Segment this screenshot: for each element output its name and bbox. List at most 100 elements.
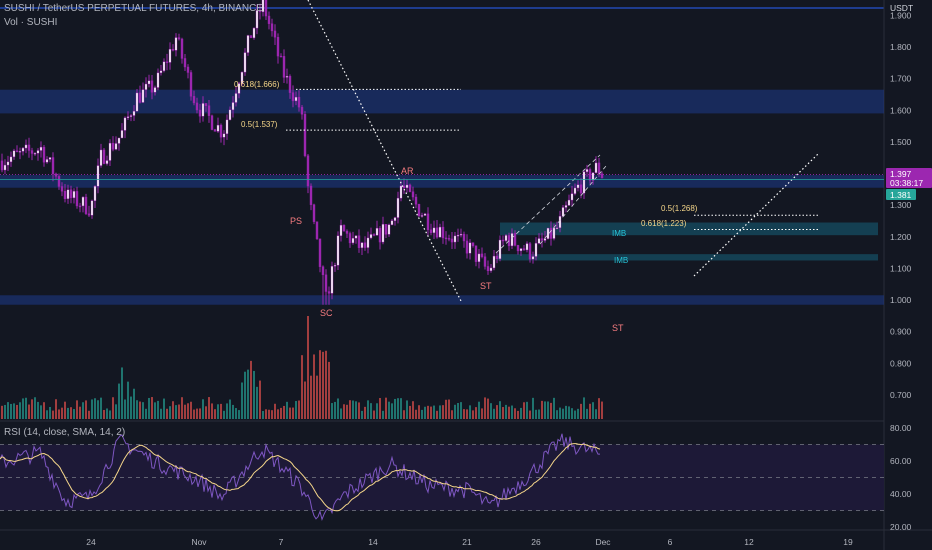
volume-bar bbox=[562, 408, 564, 419]
channel-lower-line bbox=[539, 165, 607, 245]
volume-bar bbox=[523, 402, 525, 419]
candle-body bbox=[282, 56, 286, 78]
x-tick-label: Dec bbox=[595, 537, 611, 547]
candle-body bbox=[303, 114, 307, 156]
volume-bar bbox=[217, 404, 219, 419]
level-badge bbox=[886, 189, 916, 200]
volume-bar bbox=[151, 397, 153, 419]
candle-body bbox=[423, 213, 427, 216]
volume-bar bbox=[109, 410, 111, 419]
volume-bar bbox=[601, 401, 603, 419]
candle-body bbox=[528, 243, 532, 260]
current-price-text: 1.397 bbox=[890, 169, 912, 179]
candle-body bbox=[315, 221, 319, 240]
candle-body bbox=[585, 169, 589, 173]
candle-body bbox=[519, 248, 523, 252]
candle-body bbox=[576, 184, 580, 189]
volume-bar bbox=[253, 370, 255, 419]
volume-bar bbox=[475, 407, 477, 419]
fib-618-bottom-label: 0.618(1.223) bbox=[641, 219, 687, 228]
volume-bar bbox=[487, 398, 489, 419]
drawings[interactable] bbox=[0, 0, 884, 302]
candle-body bbox=[555, 227, 559, 229]
candle-body bbox=[354, 235, 358, 239]
volume-bar bbox=[571, 408, 573, 419]
volume-bar bbox=[397, 398, 399, 419]
volume-bar bbox=[361, 410, 363, 419]
candle-body bbox=[393, 217, 397, 221]
price-tick-label: 1.200 bbox=[890, 232, 912, 242]
volume-bar bbox=[274, 403, 276, 419]
candle-body bbox=[459, 233, 463, 236]
volume-bar bbox=[208, 397, 210, 419]
candle-body bbox=[600, 173, 604, 179]
candle-body bbox=[279, 55, 283, 58]
volume-bar bbox=[541, 400, 543, 419]
candle-body bbox=[81, 196, 85, 207]
volume-bar bbox=[235, 408, 237, 419]
volume-bar bbox=[418, 405, 420, 419]
candle-body bbox=[522, 248, 526, 251]
candle-body bbox=[483, 256, 487, 267]
candle-body bbox=[174, 37, 178, 51]
candle-body bbox=[318, 238, 322, 267]
volume-bar bbox=[133, 388, 135, 419]
candle-body bbox=[258, 10, 262, 13]
volume-bar bbox=[457, 402, 459, 419]
volume-bar bbox=[97, 400, 99, 419]
volume-bar bbox=[163, 398, 165, 419]
candle-body bbox=[147, 80, 151, 85]
countdown-text: 03:38:17 bbox=[890, 178, 923, 188]
candle-body bbox=[222, 133, 226, 138]
x-tick-label: 21 bbox=[462, 537, 472, 547]
volume-bar bbox=[436, 410, 438, 419]
candle-body bbox=[408, 184, 412, 192]
candle-body bbox=[162, 61, 166, 71]
level-badge-text: 1.381 bbox=[890, 190, 912, 200]
candle-body bbox=[588, 169, 592, 181]
volume-bars bbox=[1, 316, 603, 419]
x-tick-label: 19 bbox=[843, 537, 853, 547]
candle-body bbox=[360, 242, 364, 248]
candle-body bbox=[270, 23, 274, 32]
candle-body bbox=[339, 224, 343, 236]
candle-body bbox=[300, 106, 304, 115]
volume-bar bbox=[121, 367, 123, 419]
volume-bar bbox=[214, 409, 216, 419]
volume-bar bbox=[220, 403, 222, 419]
candle-body bbox=[264, 0, 268, 17]
volume-bar bbox=[388, 401, 390, 419]
volume-bar bbox=[355, 401, 357, 419]
candle-body bbox=[72, 191, 76, 199]
volume-bar bbox=[64, 401, 66, 419]
x-tick-label: 12 bbox=[744, 537, 754, 547]
volume-bar bbox=[136, 400, 138, 419]
candle-body bbox=[294, 96, 298, 102]
candle-body bbox=[417, 204, 421, 217]
volume-bar bbox=[505, 404, 507, 419]
rsi-tick-label: 80.00 bbox=[890, 423, 912, 433]
volume-bar bbox=[445, 399, 447, 419]
candle-body bbox=[456, 234, 460, 237]
fib-5-top-label: 0.5(1.537) bbox=[241, 120, 278, 129]
candle-body bbox=[414, 196, 418, 205]
volume-bar bbox=[589, 403, 591, 419]
volume-bar bbox=[169, 406, 171, 419]
volume-bar bbox=[10, 403, 12, 419]
candle-body bbox=[126, 116, 130, 119]
volume-bar bbox=[592, 402, 594, 419]
candle-body bbox=[42, 146, 46, 163]
downtrend-line bbox=[307, 0, 462, 302]
ar-label: AR bbox=[401, 166, 414, 176]
candle-body bbox=[432, 227, 436, 233]
candle-body bbox=[6, 161, 10, 166]
candle-body bbox=[537, 238, 541, 244]
volume-bar bbox=[145, 408, 147, 419]
candle-body bbox=[342, 224, 346, 232]
candle-body bbox=[156, 72, 160, 88]
volume-bar bbox=[460, 402, 462, 419]
volume-bar bbox=[574, 410, 576, 419]
candle-body bbox=[114, 143, 118, 150]
candles[interactable] bbox=[0, 0, 604, 305]
